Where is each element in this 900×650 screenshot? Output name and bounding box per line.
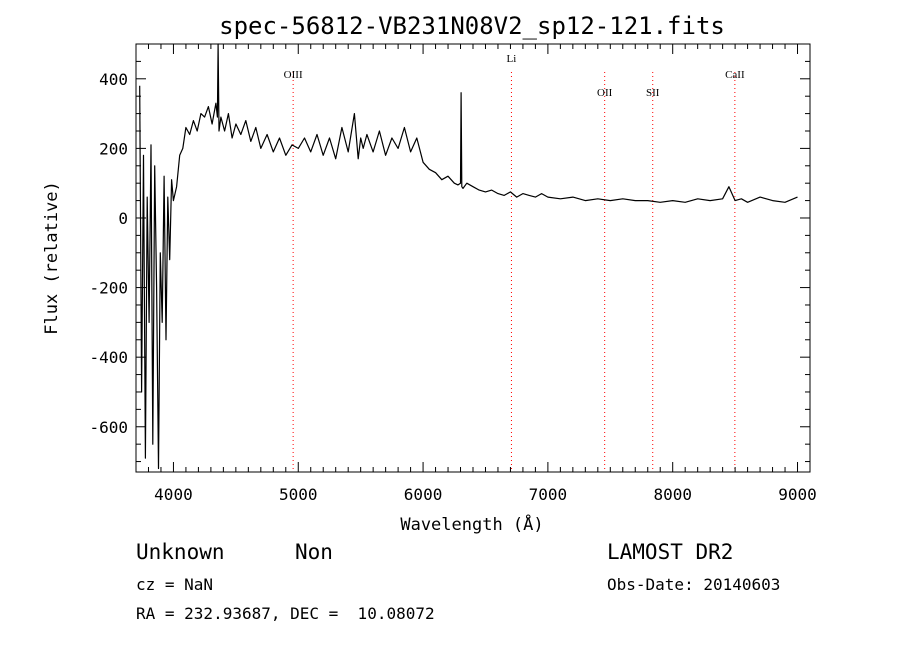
y-tick-label: 200 <box>99 139 128 158</box>
object-subclass: Non <box>295 540 333 564</box>
redshift-text: cz = NaN <box>136 575 214 594</box>
y-tick-label: -200 <box>89 279 128 298</box>
coordinates-text: RA = 232.93687, DEC = 10.08072 <box>136 604 435 623</box>
x-tick-label: 4000 <box>154 485 193 504</box>
marker-label-oiii: OIII <box>284 69 303 81</box>
y-tick-label: 400 <box>99 70 128 89</box>
x-tick-label: 7000 <box>529 485 568 504</box>
y-axis-label: Flux (relative) <box>42 181 62 335</box>
y-tick-label: -600 <box>89 418 128 437</box>
x-tick-label: 5000 <box>279 485 318 504</box>
x-axis-label: Wavelength (Å) <box>400 513 543 535</box>
emission-line-markers: OIII Li OII SII CaII <box>284 53 745 472</box>
observation-date: Obs-Date: 20140603 <box>607 575 781 594</box>
chart-title: spec-56812-VB231N08V2_sp12-121.fits <box>219 12 725 40</box>
marker-label-sii: SII <box>646 87 660 99</box>
y-tick-label: -400 <box>89 348 128 367</box>
marker-label-li: Li <box>507 53 517 65</box>
plot-frame <box>135 43 811 473</box>
x-tick-label: 9000 <box>778 485 817 504</box>
object-class: Unknown <box>136 540 225 564</box>
marker-label-oii: OII <box>597 87 613 99</box>
x-tick-label: 8000 <box>653 485 692 504</box>
survey-name: LAMOST DR2 <box>607 540 734 564</box>
y-tick-label: 0 <box>118 209 128 228</box>
spectrum-line <box>139 43 798 470</box>
axis-ticks: 4000 5000 6000 7000 8000 9000 -600 -400 -200 0 200… <box>89 43 817 504</box>
marker-label-caii: CaII <box>725 69 745 81</box>
x-tick-label: 6000 <box>404 485 443 504</box>
